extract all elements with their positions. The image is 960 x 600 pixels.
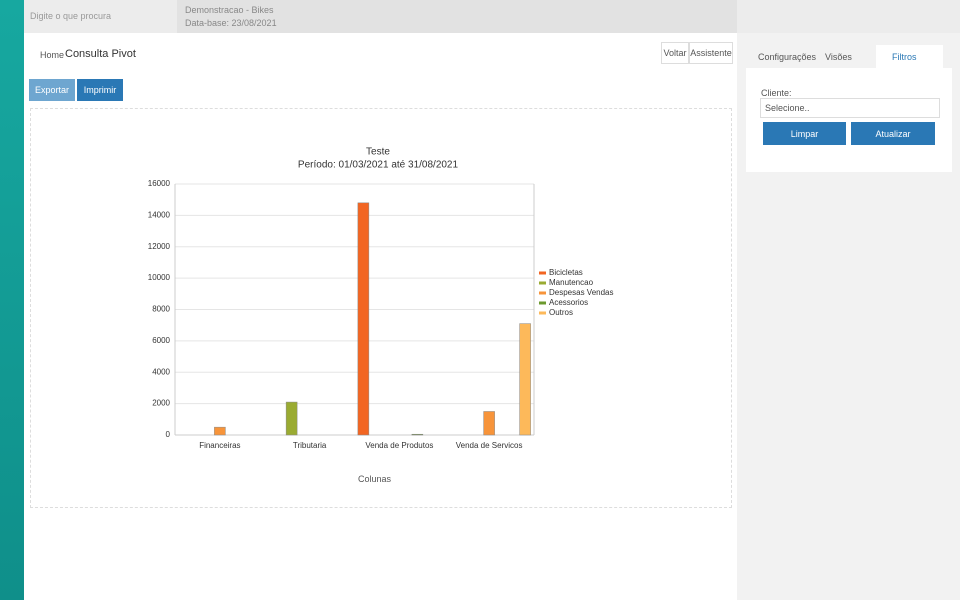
y-tick-label: 4000 [152, 367, 170, 376]
button[interactable]: Limpar [763, 122, 846, 145]
filter-label: Cliente: [761, 88, 792, 98]
y-tick-label: 12000 [148, 242, 171, 251]
y-tick-label: 8000 [152, 305, 170, 314]
y-tick-label: 0 [166, 430, 171, 439]
tab[interactable]: Configurações [758, 52, 817, 62]
y-tick-label: 16000 [148, 179, 171, 188]
bar [483, 411, 495, 436]
x-tick-label: Financeiras [199, 441, 240, 450]
legend-label: Acessorios [549, 298, 588, 307]
bar [411, 433, 424, 436]
button[interactable]: Atualizar [851, 122, 935, 145]
chart: Teste Período: 01/03/2021 até 31/08/2021… [148, 147, 614, 450]
legend-swatch [539, 291, 546, 295]
chart-frame [30, 108, 732, 508]
tab-area [177, 0, 737, 33]
button[interactable]: Voltar [661, 42, 689, 64]
y-tick-label: 14000 [148, 210, 171, 219]
x-tick-label: Tributaria [293, 441, 327, 450]
search[interactable]: Digite o que procura [30, 11, 112, 21]
company: Demonstracao - Bikes [185, 5, 274, 15]
legend-swatch [539, 311, 546, 315]
legend-label: Outros [549, 308, 573, 317]
y-tick-label: 6000 [152, 336, 170, 345]
breadcrumb-current: Consulta Pivot [65, 48, 136, 60]
bar [519, 323, 531, 436]
legend-swatch [539, 281, 546, 285]
breadcrumb-home[interactable]: Home [40, 50, 65, 60]
active-tab [876, 45, 943, 68]
legend-label: Manutencao [549, 278, 594, 287]
x-tick-label: Venda de Servicos [456, 441, 523, 450]
tab[interactable]: Filtros [892, 52, 917, 62]
legend-swatch [539, 301, 546, 305]
bar [357, 202, 370, 436]
tab[interactable]: Visões [825, 52, 852, 62]
bar [214, 426, 226, 436]
filter-box [746, 68, 952, 172]
date: Data-base: 23/08/2021 [185, 18, 277, 28]
y-tick-label: 2000 [152, 399, 170, 408]
button[interactable]: Assistente [689, 42, 733, 64]
select[interactable]: Selecione.. [760, 98, 940, 118]
y-tick-label: 10000 [148, 273, 171, 282]
chart-title: Teste [366, 147, 390, 158]
bar [285, 401, 298, 436]
chart-subtitle: Período: 01/03/2021 até 31/08/2021 [298, 160, 459, 171]
legend-swatch [539, 271, 546, 275]
sidebar [0, 0, 24, 600]
button[interactable]: Exportar [29, 79, 75, 101]
x-tick-label: Venda de Produtos [365, 441, 433, 450]
legend-label: Bicicletas [549, 268, 583, 277]
button[interactable]: Imprimir [77, 79, 123, 101]
legend-label: Despesas Vendas [549, 288, 614, 297]
chart-selector[interactable]: Colunas [358, 474, 392, 484]
